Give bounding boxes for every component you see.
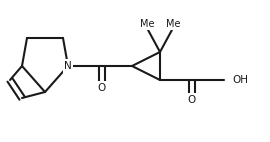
Text: OH: OH — [232, 75, 248, 85]
Text: Me: Me — [140, 19, 154, 29]
Text: N: N — [64, 61, 72, 71]
Text: Me: Me — [166, 19, 180, 29]
Text: O: O — [98, 83, 106, 93]
Text: O: O — [188, 95, 196, 105]
